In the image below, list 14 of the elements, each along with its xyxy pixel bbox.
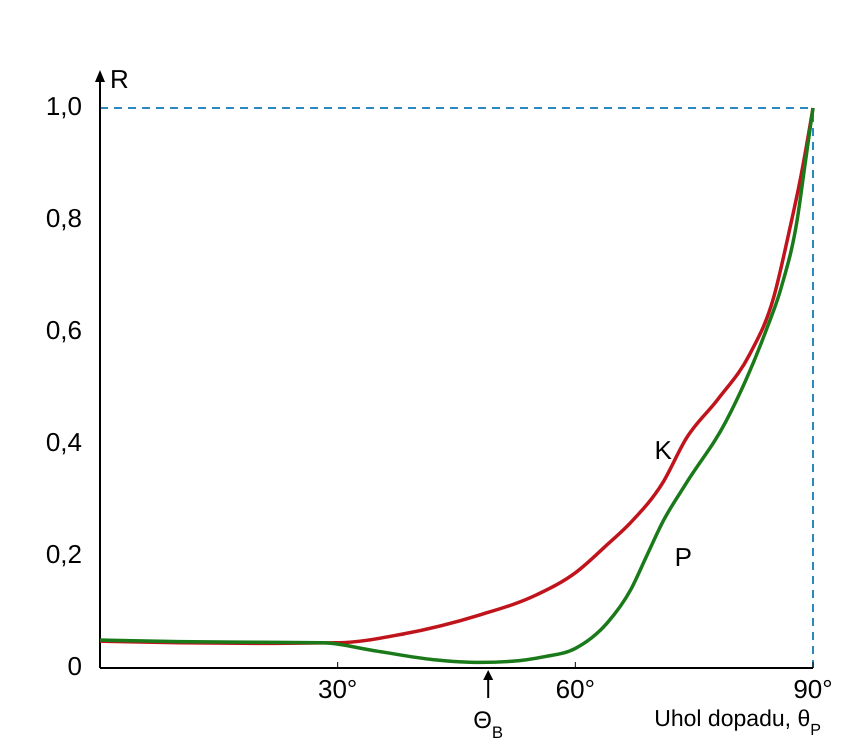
y-tick-label: 0,2 xyxy=(46,538,82,569)
y-tick-label: 1,0 xyxy=(46,90,82,121)
series-label: P xyxy=(674,542,692,572)
y-axis-title: R xyxy=(110,64,129,94)
x-tick-label: 30° xyxy=(318,674,358,704)
x-tick-label: 90° xyxy=(793,674,833,704)
y-tick-label: 0,8 xyxy=(46,202,82,233)
series-label: K xyxy=(654,435,672,466)
y-tick-label: 0 xyxy=(68,650,82,681)
y-tick-label: 0,6 xyxy=(46,314,82,345)
y-tick-label: 0,4 xyxy=(46,426,82,457)
annotation: Θ$_{B}$ xyxy=(473,707,504,742)
x-tick-label: 60° xyxy=(556,674,595,704)
x-axis-title: Uhol dopadu, θ$_{P}$ xyxy=(654,705,821,739)
